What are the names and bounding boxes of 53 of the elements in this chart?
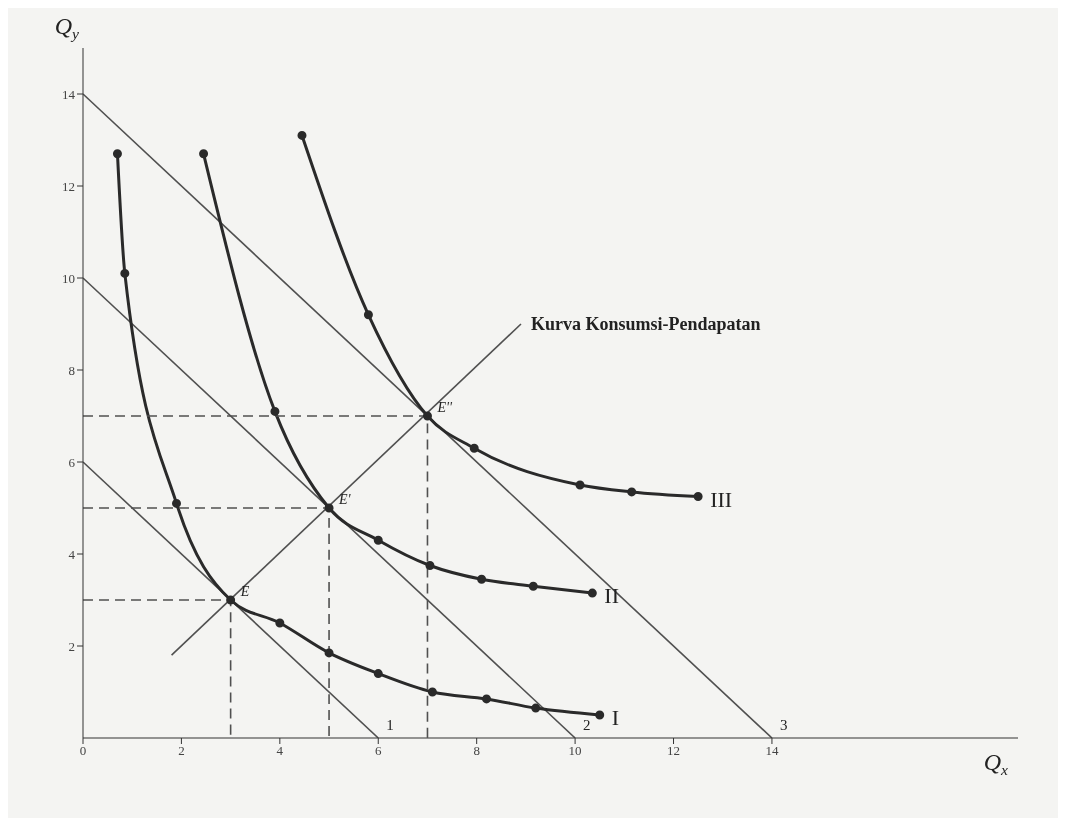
point [199, 149, 209, 159]
point [595, 710, 605, 720]
point [693, 492, 703, 501]
point [363, 310, 373, 320]
x-tick-label: 8 [473, 743, 480, 759]
point [324, 648, 334, 658]
x-tick-label: 14 [765, 743, 779, 759]
y-tick-label: 4 [68, 546, 76, 562]
annotation: Kurva Konsumsi-Pendapatan [530, 314, 761, 334]
point [120, 268, 130, 278]
x-tick-label: 0 [79, 743, 87, 759]
series-label: III [710, 486, 733, 512]
point [324, 503, 334, 513]
y-tick-label: 14 [62, 86, 76, 102]
point [587, 588, 597, 598]
point [427, 687, 437, 697]
point [226, 595, 236, 605]
point [422, 411, 432, 421]
x-tick-label: 6 [375, 743, 383, 759]
point [469, 443, 479, 453]
series-label: II [604, 583, 619, 609]
point [270, 406, 280, 416]
y-tick-label: 2 [68, 638, 75, 654]
x-tick-label: 2 [178, 743, 185, 759]
x-tick-label: 10 [568, 743, 582, 759]
series-label: 1 [386, 717, 394, 733]
point [373, 535, 383, 545]
x-tick-label: 12 [667, 743, 681, 759]
annotation: E [239, 584, 250, 599]
annotation: E'' [436, 400, 454, 415]
point [373, 669, 383, 679]
point [528, 581, 538, 591]
point [482, 694, 492, 704]
y-tick-label: 8 [68, 362, 75, 378]
point [297, 130, 307, 140]
point [477, 574, 487, 584]
annotation: E' [338, 492, 352, 507]
point [275, 618, 285, 628]
y-axis-title: Q$_{y}$ [54, 13, 80, 42]
series-label: 2 [583, 717, 591, 733]
y-tick-label: 6 [68, 454, 76, 470]
series-label: 3 [779, 717, 788, 733]
point [575, 480, 585, 490]
series-label: I [611, 705, 620, 730]
point [172, 498, 181, 508]
point [627, 487, 637, 497]
x-axis-title: Q$_{x}$ [983, 749, 1009, 778]
y-tick-label: 10 [62, 270, 75, 286]
point [425, 561, 435, 570]
y-tick-label: 12 [62, 178, 75, 194]
point [112, 149, 122, 159]
x-tick-label: 4 [276, 743, 284, 759]
point [531, 703, 541, 713]
